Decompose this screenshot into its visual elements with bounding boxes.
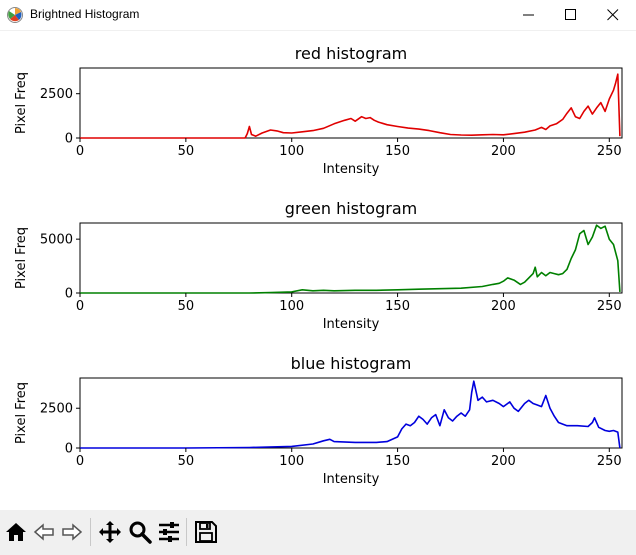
y-tick-label: 2500 <box>40 87 73 102</box>
y-axis-label: Pixel Freq <box>14 72 29 134</box>
x-tick-label: 150 <box>385 299 410 314</box>
x-tick-label: 150 <box>385 144 410 159</box>
minimize-button[interactable] <box>506 0 552 30</box>
x-tick-label: 250 <box>597 144 622 159</box>
subplot-title: green histogram <box>285 199 417 218</box>
zoom-icon <box>129 521 152 544</box>
close-icon <box>607 9 619 21</box>
x-tick-label: 250 <box>597 299 622 314</box>
minimize-icon <box>523 14 534 16</box>
maximize-button[interactable] <box>548 0 594 30</box>
window-titlebar: Brightned Histogram <box>0 0 636 31</box>
save-button[interactable] <box>192 518 220 546</box>
x-tick-label: 100 <box>279 144 304 159</box>
x-tick-label: 250 <box>597 454 622 469</box>
x-tick-label: 0 <box>76 454 84 469</box>
series-line <box>80 224 621 294</box>
back-icon <box>33 523 54 541</box>
x-tick-label: 150 <box>385 454 410 469</box>
x-axis-label: Intensity <box>323 317 380 332</box>
x-tick-label: 100 <box>279 299 304 314</box>
configure-subplots-button[interactable] <box>155 518 183 546</box>
x-axis-label: Intensity <box>323 472 380 487</box>
series-line <box>80 73 621 139</box>
x-tick-label: 50 <box>178 299 195 314</box>
pan-button[interactable] <box>96 518 124 546</box>
home-icon <box>6 523 26 541</box>
x-tick-label: 200 <box>491 144 516 159</box>
axes-frame <box>79 67 623 139</box>
x-tick-label: 50 <box>178 144 195 159</box>
forward-icon <box>62 523 83 541</box>
navigation-toolbar <box>0 510 636 555</box>
x-tick-label: 0 <box>76 299 84 314</box>
x-tick-label: 100 <box>279 454 304 469</box>
matplotlib-app-icon <box>6 6 24 24</box>
axes-frame <box>79 222 623 294</box>
series-line <box>80 380 621 449</box>
zoom-button[interactable] <box>126 518 154 546</box>
x-tick-label: 200 <box>491 454 516 469</box>
configure-subplots-icon <box>159 522 179 542</box>
y-tick-label: 5000 <box>40 233 73 248</box>
save-icon <box>195 521 217 543</box>
toolbar-separator <box>90 518 91 546</box>
subplot-title: red histogram <box>295 44 407 63</box>
home-button[interactable] <box>2 518 30 546</box>
back-button[interactable] <box>30 518 58 546</box>
subplot-title: blue histogram <box>291 354 412 373</box>
y-axis-label: Pixel Freq <box>14 227 29 289</box>
y-tick-label: 0 <box>65 132 73 147</box>
window-title: Brightned Histogram <box>30 7 140 21</box>
axes-frame <box>79 377 623 449</box>
pan-icon <box>99 521 121 543</box>
y-tick-label: 2500 <box>40 402 73 417</box>
y-axis-label: Pixel Freq <box>14 382 29 444</box>
maximize-icon <box>565 9 576 20</box>
toolbar-separator <box>186 518 187 546</box>
x-tick-label: 200 <box>491 299 516 314</box>
forward-button[interactable] <box>58 518 86 546</box>
y-tick-label: 0 <box>65 442 73 457</box>
y-tick-label: 0 <box>65 287 73 302</box>
x-axis-label: Intensity <box>323 162 380 177</box>
close-button[interactable] <box>590 0 636 30</box>
x-tick-label: 50 <box>178 454 195 469</box>
x-tick-label: 0 <box>76 144 84 159</box>
subplot-green-histogram: 0 50 100 150 200 250 0 5000 green histogram Inten… <box>14 199 623 332</box>
